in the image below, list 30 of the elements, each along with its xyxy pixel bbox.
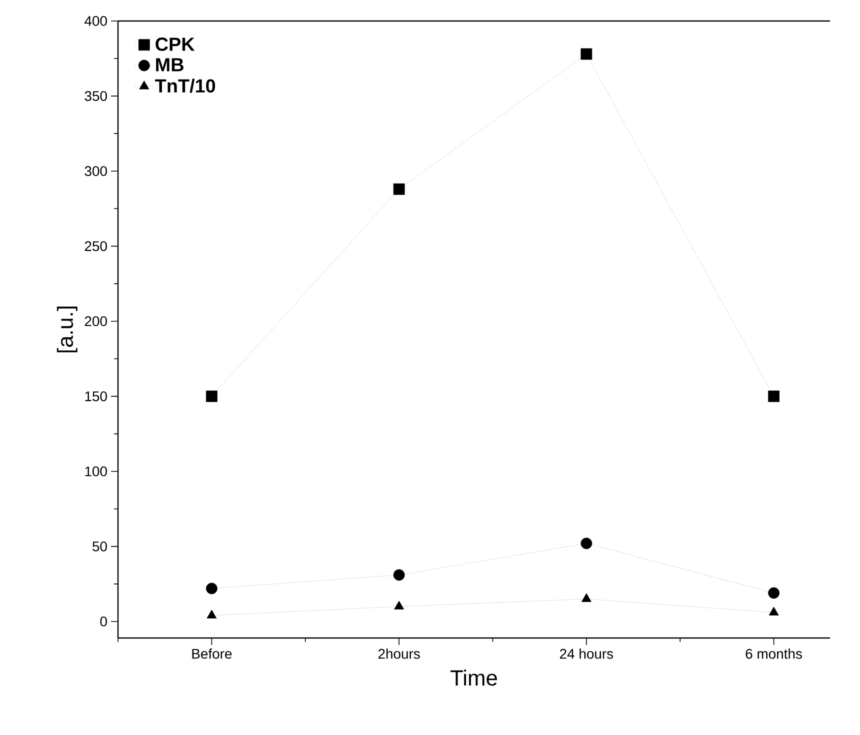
point: [393, 569, 405, 581]
point: [768, 390, 780, 402]
y-axis-title: [a.u.]: [56, 306, 78, 352]
x-tick-label: Before: [192, 648, 232, 659]
point: [580, 48, 592, 60]
y-tick-label: 50: [92, 541, 107, 552]
y-tick-label: 0: [100, 616, 107, 626]
point: [580, 538, 592, 550]
legend-label: TnT/10: [155, 78, 216, 93]
x-tick-label: 2hours: [378, 648, 420, 659]
point: [394, 600, 404, 610]
y-tick-label: 350: [84, 91, 107, 101]
y-tick-label: 250: [84, 241, 107, 252]
point: [206, 390, 218, 402]
y-tick-label: 200: [84, 316, 107, 326]
y-tick-label: 400: [84, 16, 107, 26]
y-tick-label: 300: [84, 166, 107, 176]
point: [768, 587, 780, 599]
point: [206, 582, 218, 594]
y-tick-label: 100: [85, 466, 107, 476]
x-tick-label: 6 months: [746, 648, 802, 659]
point: [206, 610, 217, 618]
point: [768, 606, 779, 616]
y-tick-label: 150: [85, 391, 107, 402]
legend-label: CPK: [156, 38, 195, 51]
point: [393, 183, 405, 195]
x-tick-label: 24 hours: [560, 648, 614, 659]
point: [581, 593, 592, 602]
x-axis-title: Time: [450, 670, 497, 686]
legend-label: MB: [156, 58, 184, 72]
